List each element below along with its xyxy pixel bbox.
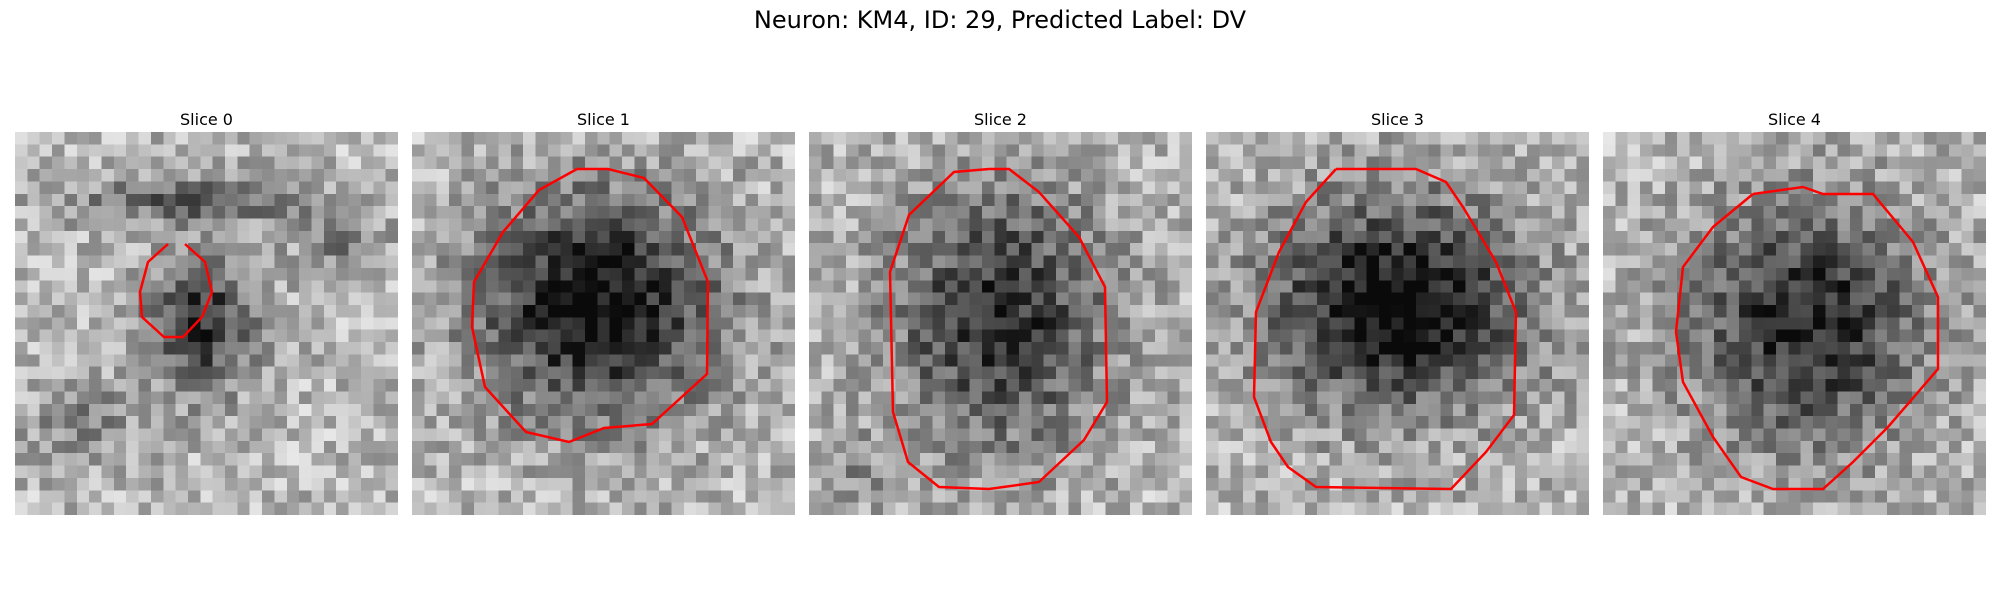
slice-image [1603, 132, 1986, 515]
slice-image [412, 132, 795, 515]
slice-panel-3: Slice 3 [1206, 108, 1589, 515]
contour-outline [1252, 167, 1518, 491]
slice-panel-4: Slice 4 [1603, 108, 1986, 515]
slice-panel-0: Slice 0 [15, 108, 398, 515]
slice-title: Slice 3 [1371, 110, 1424, 129]
slice-image [15, 132, 398, 515]
slice-image [809, 132, 1192, 515]
slice-title: Slice 2 [974, 110, 1027, 129]
figure-title: Neuron: KM4, ID: 29, Predicted Label: DV [753, 6, 1247, 34]
slice-panel-2: Slice 2 [809, 108, 1192, 515]
contour-outline [470, 167, 710, 444]
contour-outline [138, 243, 214, 339]
slice-title: Slice 0 [180, 110, 233, 129]
slice-panel-1: Slice 1 [412, 108, 795, 515]
contour-outline [1674, 185, 1940, 491]
slice-title: Slice 4 [1768, 110, 1821, 129]
slice-title: Slice 1 [577, 110, 630, 129]
slice-image [1206, 132, 1589, 515]
contour-outline [888, 167, 1109, 491]
